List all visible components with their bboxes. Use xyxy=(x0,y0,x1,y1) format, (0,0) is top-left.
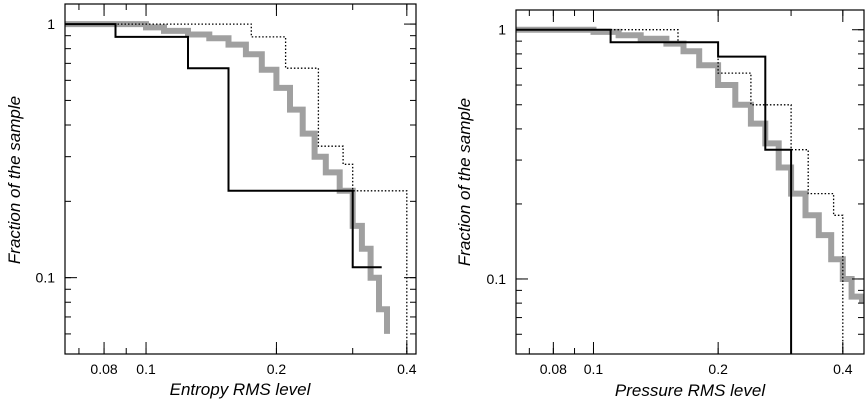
y-tick-label: 1 xyxy=(47,16,55,32)
pressure-chart-panel: 0.08 0.1 0.2 0.4 1 0.1 Pressure RMS level Fract… xyxy=(455,9,865,400)
y-tick-label: 0.1 xyxy=(36,270,56,286)
x-tick-label: 0.1 xyxy=(584,361,604,377)
x-tick-label: 0.08 xyxy=(540,361,567,377)
entropy-chart-panel: 0.08 0.1 0.2 0.4 1 0.1 Entropy RMS level Fracti… xyxy=(5,3,417,399)
x-tick-label: 0.4 xyxy=(397,361,417,377)
series-line-solid-black xyxy=(65,23,382,269)
series-line-thick-gray xyxy=(65,21,390,334)
x-axis-label: Pressure RMS level xyxy=(615,381,766,400)
series-line-dotted-black xyxy=(65,23,408,354)
x-axis-label: Entropy RMS level xyxy=(170,380,312,399)
y-axis-label: Fraction of the sample xyxy=(455,98,474,266)
series-group xyxy=(65,21,408,354)
x-tick-label: 0.2 xyxy=(267,361,287,377)
x-tick-label: 0.4 xyxy=(833,361,853,377)
y-tick-label: 1 xyxy=(498,22,506,38)
series-line-dotted-black xyxy=(516,29,844,354)
series-line-solid-black xyxy=(516,28,793,354)
plot-frame xyxy=(515,9,865,355)
x-tick-label: 0.2 xyxy=(708,361,728,377)
x-tick-label: 0.1 xyxy=(136,361,156,377)
plot-frame xyxy=(64,3,417,355)
series-group xyxy=(516,26,864,354)
y-tick-label: 0.1 xyxy=(487,271,507,287)
x-tick-label: 0.08 xyxy=(90,361,117,377)
y-axis-label: Fraction of the sample xyxy=(5,96,24,264)
series-line-thick-gray xyxy=(516,26,864,304)
